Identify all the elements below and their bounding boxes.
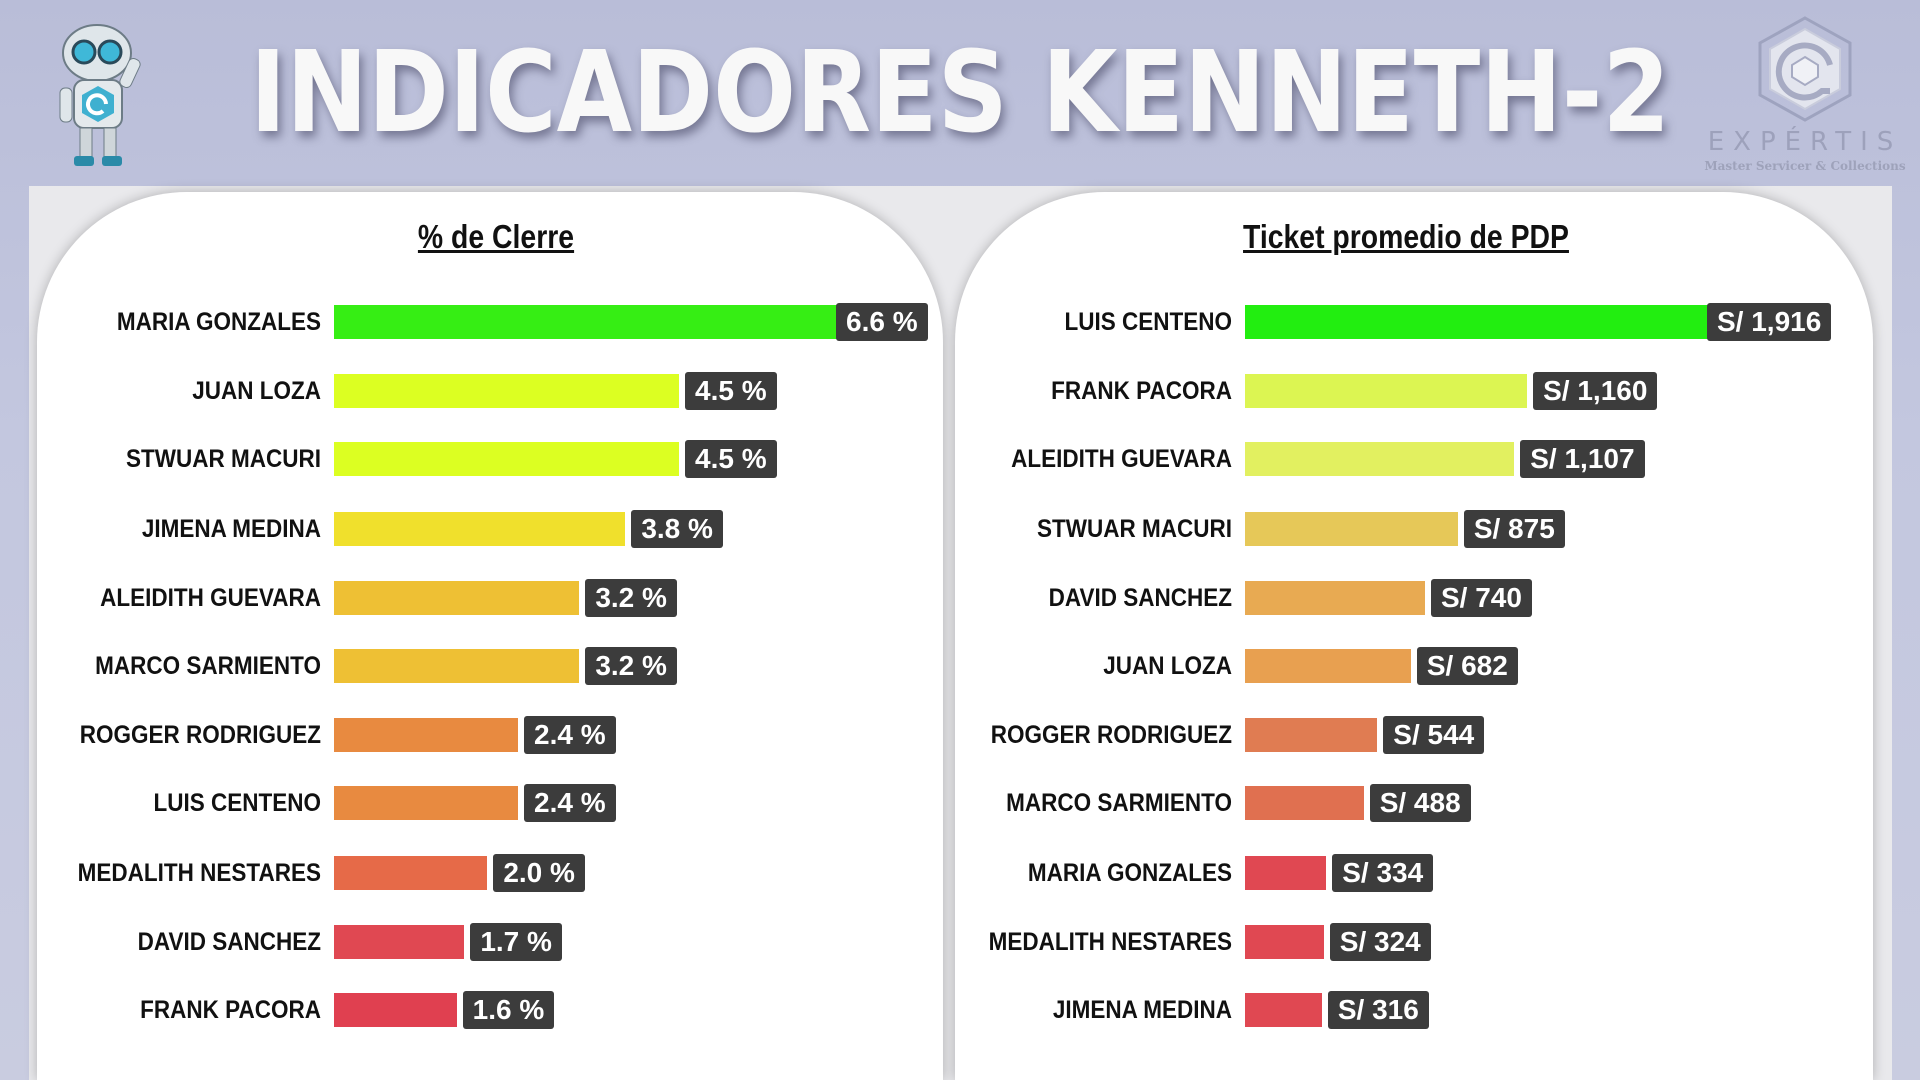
cierre-bar (334, 718, 518, 752)
ticket-data-label: S/ 324 (1329, 923, 1431, 961)
ticket-data-label: S/ 334 (1332, 854, 1434, 892)
cierre-data-label: 1.6 % (462, 991, 555, 1029)
cierre-category-label: JIMENA MEDINA (141, 515, 321, 543)
logo-subtitle: Master Servicer & Collections (1704, 159, 1906, 173)
ticket-category-label: MARCO SARMIENTO (1006, 789, 1232, 817)
cierre-category-label: LUIS CENTENO (153, 789, 321, 817)
ticket-bar (1245, 442, 1515, 476)
page-title: INDICADORES KENNETH-2 (250, 28, 1671, 158)
expertis-logo: EXPÉRTIS Master Servicer & Collections (1690, 15, 1920, 175)
cierre-category-label: FRANK PACORA (140, 996, 321, 1024)
ticket-bar (1245, 374, 1528, 408)
ticket-bar (1245, 856, 1327, 890)
cierre-category-label: MARIA GONZALES (116, 308, 321, 336)
ticket-data-label: S/ 544 (1383, 716, 1485, 754)
cierre-data-label: 2.4 % (524, 784, 616, 822)
cierre-data-label: 3.2 % (585, 579, 677, 617)
cierre-bar (334, 374, 679, 408)
cierre-data-label: 4.5 % (685, 440, 777, 478)
cierre-category-label: MARCO SARMIENTO (95, 652, 321, 680)
cierre-category-label: JUAN LOZA (192, 377, 321, 405)
ticket-bar (1245, 305, 1711, 339)
cierre-bar (334, 305, 840, 339)
ticket-bar (1245, 512, 1458, 546)
logo-word: EXPÉRTIS (1707, 127, 1903, 157)
ticket-data-label: S/ 875 (1463, 510, 1565, 548)
ticket-category-label: MEDALITH NESTARES (988, 928, 1232, 956)
ticket-bar (1245, 581, 1425, 615)
ticket-bar (1245, 649, 1411, 683)
cierre-category-label: DAVID SANCHEZ (137, 928, 321, 956)
cierre-data-label: 2.4 % (524, 716, 616, 754)
cierre-data-label: 2.0 % (493, 854, 585, 892)
cierre-chart-title: % de Clerre (417, 218, 575, 255)
ticket-bar (1245, 925, 1324, 959)
ticket-category-label: FRANK PACORA (1051, 377, 1232, 405)
cierre-category-label: MEDALITH NESTARES (77, 859, 321, 887)
cierre-bar (334, 512, 626, 546)
ticket-bar (1245, 786, 1364, 820)
cierre-bar (334, 442, 679, 476)
cierre-bar (334, 649, 580, 683)
ticket-data-label: S/ 1,107 (1520, 440, 1645, 478)
ticket-data-label: S/ 1,916 (1707, 303, 1832, 341)
ticket-category-label: LUIS CENTENO (1064, 308, 1232, 336)
cierre-category-label: ALEIDITH GUEVARA (100, 584, 321, 612)
expertis-hexagon-icon (1758, 16, 1852, 122)
cierre-category-label: STWUAR MACURI (126, 445, 321, 473)
ticket-category-label: JUAN LOZA (1103, 652, 1232, 680)
cierre-data-label: 3.8 % (631, 510, 723, 548)
cierre-bar (334, 786, 518, 820)
cierre-bar (334, 993, 457, 1027)
cierre-data-label: 3.2 % (585, 647, 677, 685)
ticket-bar (1245, 718, 1378, 752)
ticket-data-label: S/ 488 (1369, 784, 1471, 822)
ticket-data-label: S/ 682 (1416, 647, 1518, 685)
ticket-chart-title: Ticket promedio de PDP (1243, 218, 1569, 255)
cierre-bar (334, 925, 465, 959)
ticket-category-label: MARIA GONZALES (1027, 859, 1232, 887)
ticket-data-label: S/ 740 (1430, 579, 1532, 617)
ticket-bar (1245, 993, 1322, 1027)
ticket-data-label: S/ 316 (1327, 991, 1429, 1029)
cierre-bar (334, 581, 580, 615)
ticket-category-label: DAVID SANCHEZ (1048, 584, 1232, 612)
cierre-data-label: 4.5 % (685, 372, 777, 410)
cierre-data-label: 6.6 % (836, 303, 928, 341)
ticket-category-label: JIMENA MEDINA (1052, 996, 1232, 1024)
ticket-category-label: STWUAR MACURI (1037, 515, 1232, 543)
cierre-bar (334, 856, 488, 890)
ticket-category-label: ALEIDITH GUEVARA (1011, 445, 1232, 473)
robot-mascot-icon (59, 24, 141, 166)
cierre-category-label: ROGGER RODRIGUEZ (79, 721, 321, 749)
ticket-category-label: ROGGER RODRIGUEZ (990, 721, 1232, 749)
ticket-data-label: S/ 1,160 (1533, 372, 1658, 410)
cierre-data-label: 1.7 % (470, 923, 562, 961)
